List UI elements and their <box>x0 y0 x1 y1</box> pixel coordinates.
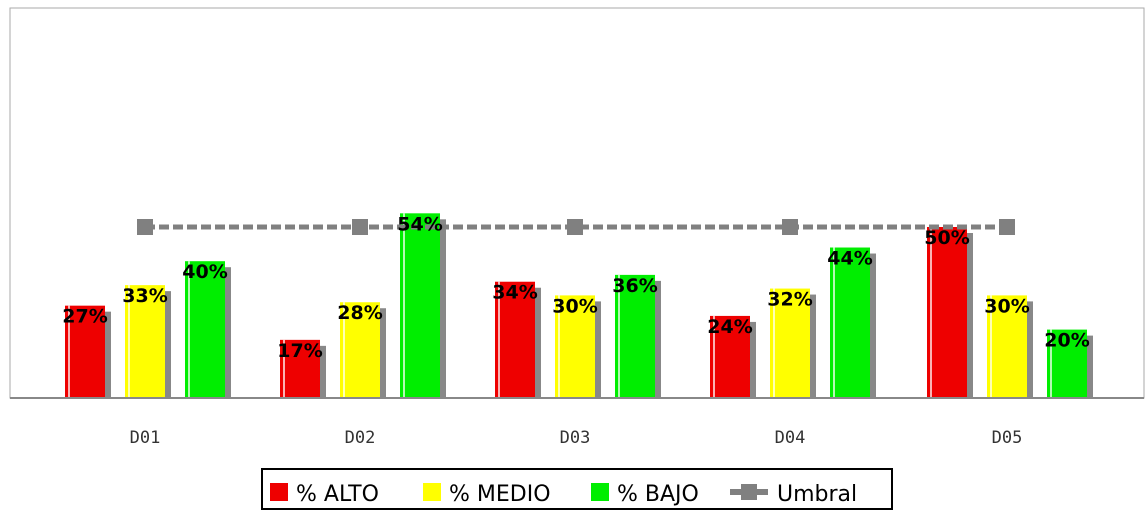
legend: % ALTO % MEDIO % BAJO Umbral <box>261 468 893 510</box>
data-label: 44% <box>827 248 872 270</box>
bar <box>185 261 225 398</box>
bar-highlight <box>68 305 70 398</box>
x-tick-label: D03 <box>560 428 591 448</box>
threshold-line-layer <box>137 219 1015 235</box>
data-label: 24% <box>707 316 752 338</box>
legend-swatch <box>591 483 609 501</box>
threshold-marker <box>352 219 368 235</box>
bar <box>280 339 320 398</box>
legend-label: Umbral <box>777 482 857 507</box>
bar-highlight <box>833 247 835 398</box>
bar-highlight <box>930 227 932 398</box>
x-tick-label: D01 <box>130 428 161 448</box>
data-label: 30% <box>552 295 597 317</box>
data-label: 33% <box>122 285 167 307</box>
bar <box>770 288 810 398</box>
threshold-marker <box>999 219 1015 235</box>
data-label: 40% <box>182 261 227 283</box>
bar <box>615 274 655 398</box>
bar <box>927 227 967 398</box>
threshold-marker <box>567 219 583 235</box>
data-label: 36% <box>612 275 657 297</box>
legend-swatch <box>270 483 288 501</box>
bar <box>125 285 165 398</box>
legend-label: % ALTO <box>296 482 379 507</box>
bar-highlight <box>990 295 992 398</box>
legend-swatch <box>423 483 441 501</box>
x-tick-label: D05 <box>992 428 1023 448</box>
data-label: 32% <box>767 289 812 311</box>
bar-highlight <box>618 274 620 398</box>
bar <box>555 295 595 398</box>
data-label: 54% <box>397 213 442 235</box>
bar-highlight <box>343 302 345 398</box>
bar <box>830 247 870 398</box>
bar-highlight <box>773 288 775 398</box>
bar <box>710 315 750 398</box>
data-label: 34% <box>492 282 537 304</box>
x-tick-label: D02 <box>345 428 376 448</box>
legend-marker-swatch <box>741 484 757 500</box>
data-label: 50% <box>924 227 969 249</box>
data-label: 30% <box>984 295 1029 317</box>
bar <box>340 302 380 398</box>
threshold-marker <box>137 219 153 235</box>
data-label: 27% <box>62 306 107 328</box>
bar-highlight <box>188 261 190 398</box>
bar <box>1047 329 1087 398</box>
data-label: 17% <box>277 340 322 362</box>
data-labels-layer: 27% 17% 34% 24% 50% 33% 28% 30% 32% 30% 40% 54% 36% 4… <box>62 213 1089 362</box>
x-tick-labels: D01 D02 D03 D04 D05 <box>130 428 1023 448</box>
legend-label: % BAJO <box>617 482 699 507</box>
bar <box>65 305 105 398</box>
bar <box>495 281 535 398</box>
bar-highlight <box>128 285 130 398</box>
bars-layer <box>65 213 1093 398</box>
data-label: 28% <box>337 302 382 324</box>
bar-highlight <box>283 339 285 398</box>
bar-highlight <box>1050 329 1052 398</box>
threshold-marker <box>782 219 798 235</box>
bar-highlight <box>558 295 560 398</box>
bar-highlight <box>713 315 715 398</box>
data-label: 20% <box>1044 330 1089 352</box>
x-tick-label: D04 <box>775 428 806 448</box>
bar <box>987 295 1027 398</box>
bar <box>400 213 440 398</box>
legend-box <box>261 468 893 510</box>
bar-highlight <box>403 213 405 398</box>
legend-label: % MEDIO <box>449 482 551 507</box>
bar-highlight <box>498 281 500 398</box>
